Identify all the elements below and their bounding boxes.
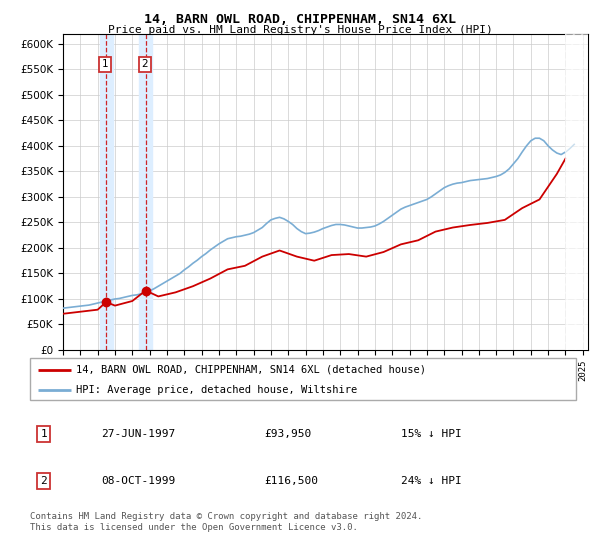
FancyBboxPatch shape	[30, 358, 576, 400]
Text: 1: 1	[102, 59, 109, 69]
Bar	[139, 34, 152, 350]
Text: HPI: Average price, detached house, Wiltshire: HPI: Average price, detached house, Wilt…	[76, 385, 358, 395]
Text: 27-JUN-1997: 27-JUN-1997	[101, 430, 175, 439]
Text: 24% ↓ HPI: 24% ↓ HPI	[401, 477, 462, 486]
Text: 2: 2	[142, 59, 148, 69]
Text: £116,500: £116,500	[265, 477, 319, 486]
Bar	[565, 34, 592, 350]
Text: 1: 1	[40, 430, 47, 439]
Bar	[100, 34, 113, 350]
Text: 14, BARN OWL ROAD, CHIPPENHAM, SN14 6XL: 14, BARN OWL ROAD, CHIPPENHAM, SN14 6XL	[144, 13, 456, 26]
Text: Contains HM Land Registry data © Crown copyright and database right 2024.
This d: Contains HM Land Registry data © Crown c…	[30, 512, 422, 532]
Text: £93,950: £93,950	[265, 430, 312, 439]
Text: 2: 2	[40, 477, 47, 486]
Text: 14, BARN OWL ROAD, CHIPPENHAM, SN14 6XL (detached house): 14, BARN OWL ROAD, CHIPPENHAM, SN14 6XL …	[76, 365, 427, 375]
Text: Price paid vs. HM Land Registry's House Price Index (HPI): Price paid vs. HM Land Registry's House …	[107, 25, 493, 35]
Text: 15% ↓ HPI: 15% ↓ HPI	[401, 430, 462, 439]
Text: 08-OCT-1999: 08-OCT-1999	[101, 477, 175, 486]
